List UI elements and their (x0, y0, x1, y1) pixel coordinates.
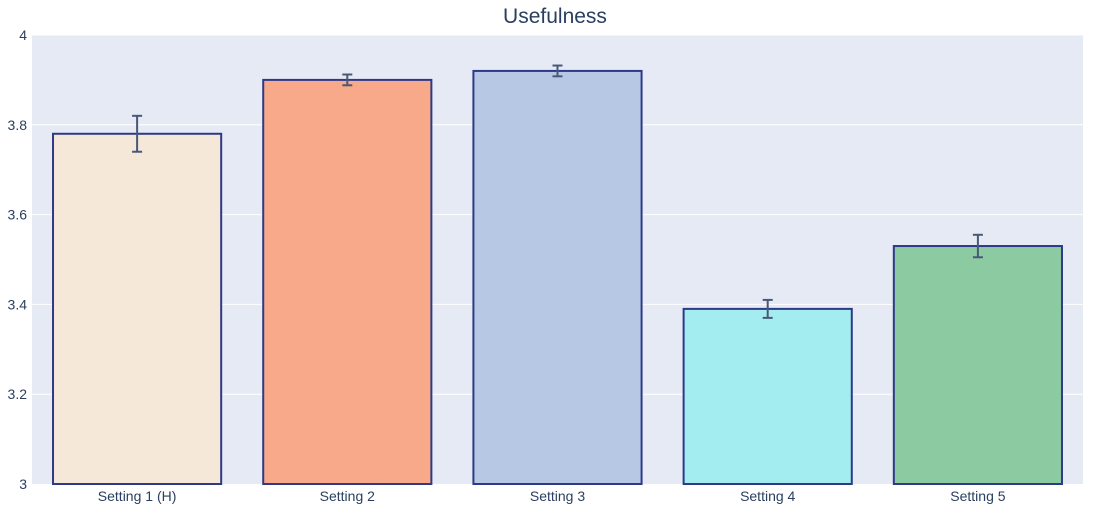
x-tick-label: Setting 2 (320, 488, 375, 504)
bar (892, 245, 1063, 485)
x-tick-label: Setting 3 (530, 488, 585, 504)
bar (472, 69, 643, 485)
x-axis-ticks: Setting 1 (H) Setting 2 Setting 3 Setting 4… (98, 488, 1006, 504)
y-tick-label: 4 (19, 27, 27, 43)
x-tick-label: Setting 5 (950, 488, 1005, 504)
y-tick-label: 3.4 (8, 296, 28, 312)
bar (52, 132, 223, 485)
y-tick-label: 3.8 (8, 117, 28, 133)
y-tick-label: 3 (19, 476, 27, 492)
y-tick-label: 3.6 (8, 207, 28, 223)
bar (682, 307, 853, 486)
chart-title: Usefulness (503, 5, 607, 28)
y-axis-ticks: 3 3.2 3.4 3.6 3.8 4 (8, 27, 28, 492)
bar (262, 78, 433, 486)
x-tick-label: Setting 4 (740, 488, 795, 504)
x-tick-label: Setting 1 (H) (98, 488, 177, 504)
bars (52, 69, 1063, 486)
error-bars (132, 64, 983, 319)
y-tick-label: 3.2 (8, 386, 28, 402)
